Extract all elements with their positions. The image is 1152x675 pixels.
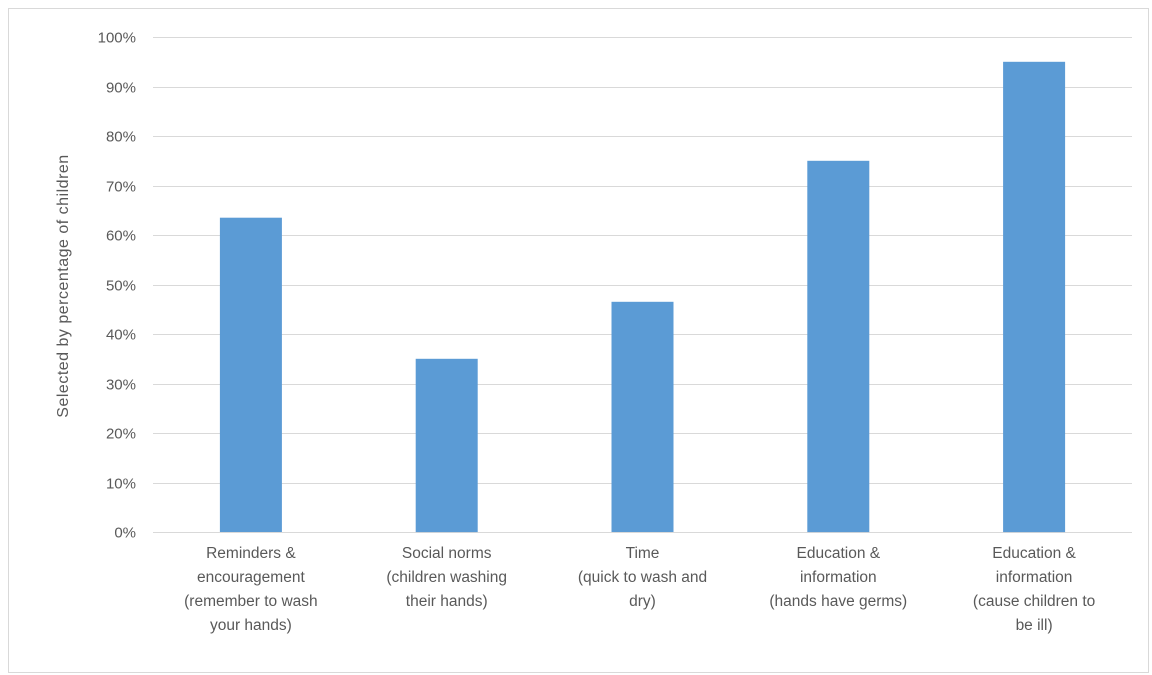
x-category-label: Time (quick to wash and dry)	[578, 545, 707, 610]
x-category-label-line: be ill)	[1016, 617, 1053, 634]
chart-area	[8, 8, 1149, 673]
bar	[611, 301, 674, 532]
y-tick-label: 100%	[98, 30, 136, 47]
x-category-label-line: Social norms	[402, 545, 492, 562]
x-category-label-line: your hands)	[210, 617, 292, 634]
x-category-label-line: Education &	[797, 545, 881, 562]
y-axis-title: Selected by percentage of children	[55, 154, 72, 417]
x-category-label-line: (cause children to	[973, 593, 1095, 610]
x-category-label-line: dry)	[629, 593, 656, 610]
bar	[1003, 61, 1066, 533]
x-category-label: Education & information (cause children to…	[973, 545, 1095, 634]
y-tick-label: 90%	[106, 80, 136, 97]
x-category-label-line: (remember to wash	[184, 593, 318, 610]
x-category-label-line: their hands)	[406, 593, 488, 610]
x-category-label-line: Reminders &	[206, 545, 296, 562]
x-category-label-line: (quick to wash and	[578, 569, 707, 586]
y-tick-label: 80%	[106, 129, 136, 146]
y-axis-ticks: 0% 10% 20% 30% 40% 50% 60% 70% 80% 90% 100%	[98, 30, 136, 542]
x-category-label: Reminders & encouragement (remember to was…	[184, 545, 318, 634]
x-category-label-line: Education &	[992, 545, 1076, 562]
bar	[807, 160, 870, 533]
y-tick-label: 70%	[106, 179, 136, 196]
x-category-label-line: encouragement	[197, 569, 305, 586]
bars	[219, 61, 1066, 533]
x-category-label-line: (hands have germs)	[769, 593, 907, 610]
x-category-label: Social norms (children washing their hands…	[386, 545, 507, 610]
x-category-label-line: (children washing	[386, 569, 507, 586]
y-tick-label: 20%	[106, 426, 136, 443]
y-tick-label: 10%	[106, 476, 136, 493]
gridlines	[153, 37, 1132, 533]
y-tick-label: 40%	[106, 327, 136, 344]
x-category-label-line: Time	[626, 545, 660, 562]
x-axis-categories: Reminders & encouragement (remember to was…	[184, 545, 1095, 634]
y-tick-label: 0%	[114, 525, 136, 542]
x-category-label-line: information	[996, 569, 1073, 586]
y-tick-label: 60%	[106, 228, 136, 245]
bar	[219, 217, 282, 532]
x-category-label: Education & information (hands have germs)	[769, 545, 907, 610]
bar	[415, 358, 478, 533]
y-tick-label: 50%	[106, 278, 136, 295]
x-category-label-line: information	[800, 569, 877, 586]
y-tick-label: 30%	[106, 377, 136, 394]
